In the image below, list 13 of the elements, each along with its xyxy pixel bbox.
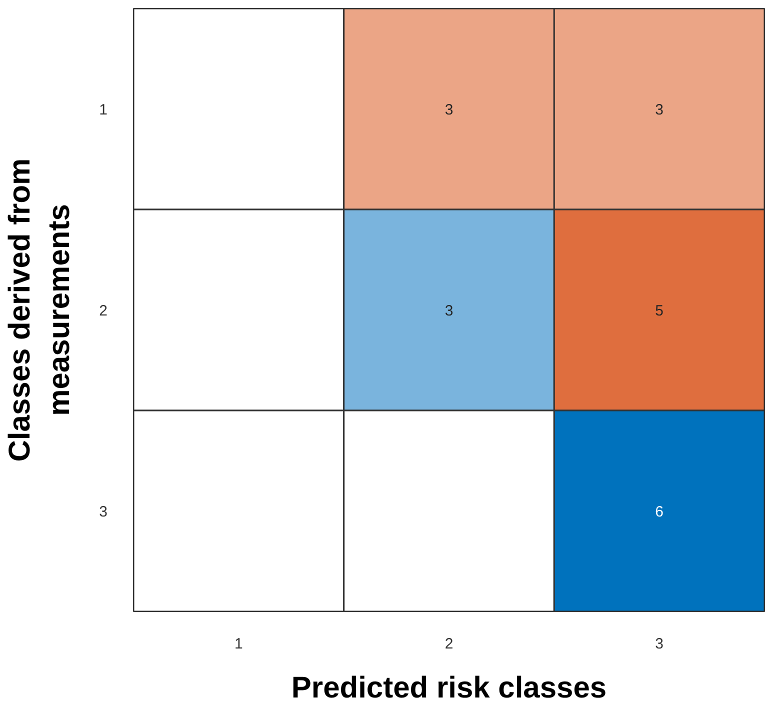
y-axis-title: Classes derived from measurements [4, 158, 76, 462]
data-label: 5 [655, 302, 664, 320]
data-label: 3 [444, 102, 454, 118]
y-tick-label: 2 [99, 302, 108, 320]
x-tick-label: 3 [655, 636, 664, 652]
x-axis-title: Predicted risk classes [291, 672, 607, 704]
y-tick-label: 1 [99, 102, 108, 118]
x-tick-label: 2 [444, 636, 454, 652]
data-label: 3 [444, 302, 454, 320]
data-label: 6 [655, 504, 664, 520]
y-tick-label: 3 [99, 504, 108, 520]
x-tick-label: 1 [234, 636, 243, 652]
data-label: 3 [655, 102, 664, 118]
